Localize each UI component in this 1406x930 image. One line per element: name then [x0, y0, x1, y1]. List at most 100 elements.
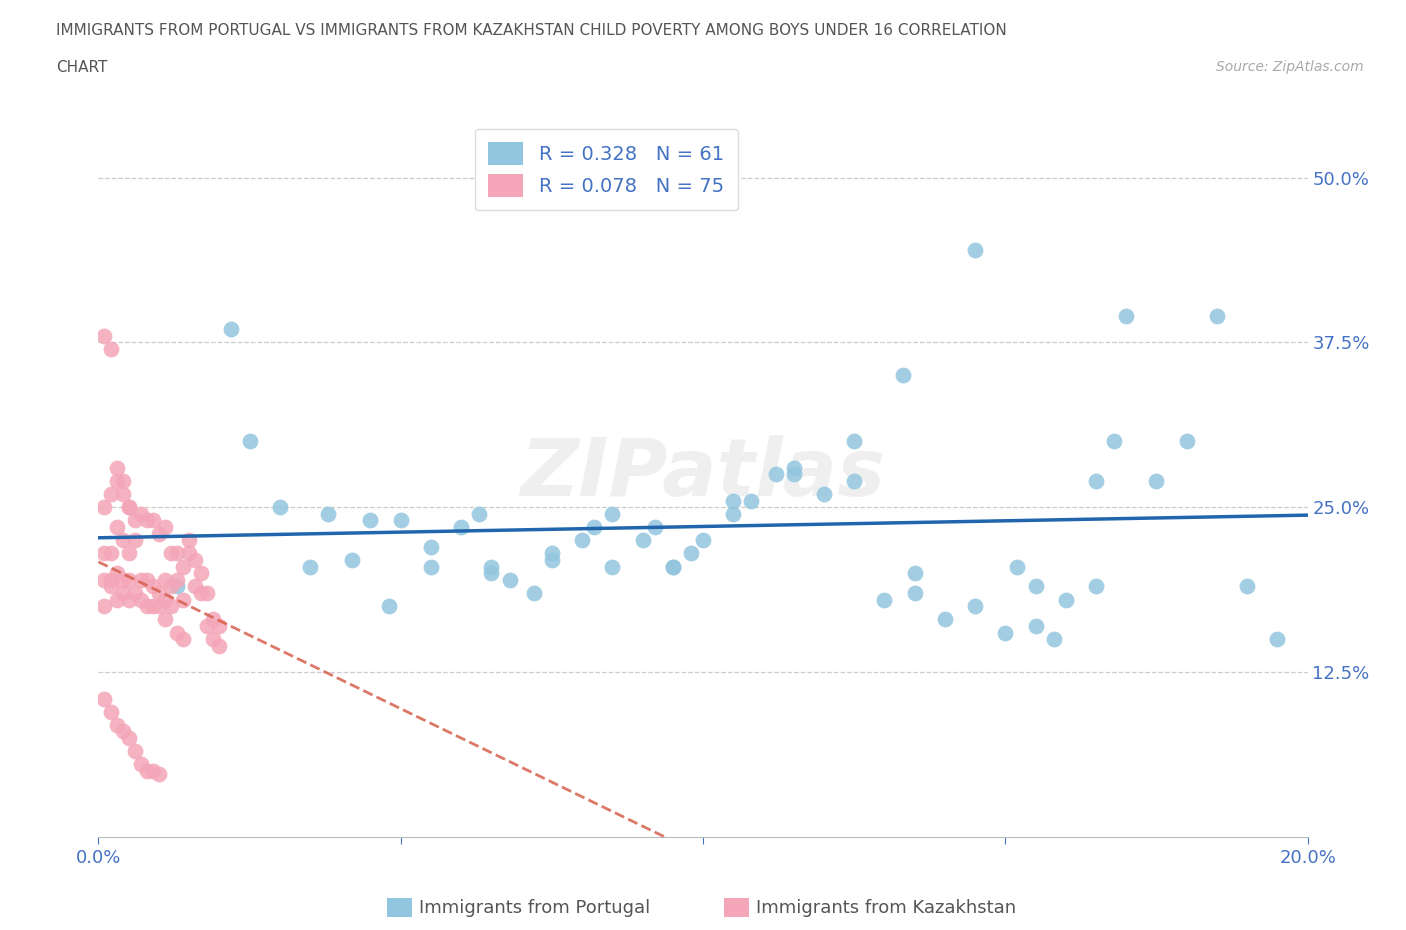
Point [93, 572, 115, 587]
Point [723, 507, 745, 522]
Point [93, 499, 115, 514]
Point [1102, 434, 1125, 449]
Point [135, 599, 157, 614]
Point [602, 507, 624, 522]
Point [105, 717, 128, 732]
Point [1085, 473, 1108, 488]
Point [105, 520, 128, 535]
Point [100, 704, 122, 719]
Point [148, 526, 170, 541]
Point [1042, 631, 1064, 646]
Point [195, 618, 218, 633]
Point [118, 731, 141, 746]
Point [148, 766, 170, 781]
Point [450, 520, 472, 535]
Point [111, 724, 134, 739]
Point [142, 513, 165, 528]
Point [316, 507, 339, 522]
Point [179, 533, 201, 548]
Point [124, 513, 146, 528]
Point [153, 520, 176, 535]
Legend: R = 0.328   N = 61, R = 0.078   N = 75: R = 0.328 N = 61, R = 0.078 N = 75 [475, 128, 738, 210]
Point [153, 612, 176, 627]
Point [179, 546, 201, 561]
Text: Immigrants from Portugal: Immigrants from Portugal [419, 898, 650, 917]
Point [160, 599, 183, 614]
Point [202, 612, 225, 627]
Point [904, 586, 927, 601]
Point [129, 757, 152, 772]
Point [153, 592, 176, 607]
Point [190, 565, 212, 580]
Point [190, 586, 212, 601]
Point [813, 486, 835, 501]
Point [105, 473, 128, 488]
Point [166, 546, 188, 561]
Point [129, 592, 152, 607]
Point [221, 322, 243, 337]
Point [105, 565, 128, 580]
Point [965, 243, 987, 258]
Point [100, 546, 122, 561]
Point [389, 513, 412, 528]
Point [1085, 579, 1108, 594]
Point [118, 546, 141, 561]
Point [1144, 473, 1167, 488]
Point [602, 559, 624, 574]
Point [172, 559, 194, 574]
Point [100, 341, 122, 356]
Point [124, 533, 146, 548]
Point [166, 579, 188, 594]
Point [142, 764, 165, 778]
Point [111, 533, 134, 548]
Point [124, 586, 146, 601]
Point [202, 631, 225, 646]
Point [184, 552, 207, 567]
Point [111, 473, 134, 488]
Point [631, 533, 654, 548]
Point [783, 467, 806, 482]
Point [269, 499, 291, 514]
Point [523, 586, 546, 601]
Point [160, 579, 183, 594]
Point [1024, 618, 1046, 633]
Point [740, 493, 762, 508]
Point [1206, 309, 1229, 324]
Point [299, 559, 322, 574]
Point [135, 513, 157, 528]
Point [135, 764, 157, 778]
Point [1236, 579, 1258, 594]
Point [692, 533, 714, 548]
Point [111, 572, 134, 587]
Point [965, 599, 987, 614]
Point [118, 499, 141, 514]
Point [1007, 559, 1029, 574]
Point [765, 467, 787, 482]
Point [1115, 309, 1137, 324]
Point [783, 460, 806, 475]
Point [420, 539, 443, 554]
Point [1024, 579, 1046, 594]
Point [498, 572, 520, 587]
Point [100, 579, 122, 594]
Point [342, 552, 364, 567]
Point [934, 612, 956, 627]
Point [135, 572, 157, 587]
Point [100, 486, 122, 501]
Point [111, 486, 134, 501]
Text: Source: ZipAtlas.com: Source: ZipAtlas.com [1216, 60, 1364, 74]
Point [1267, 631, 1289, 646]
Point [172, 592, 194, 607]
Point [481, 565, 503, 580]
Point [468, 507, 491, 522]
Point [93, 599, 115, 614]
Point [100, 572, 122, 587]
Point [142, 579, 165, 594]
Point [904, 565, 927, 580]
Point [873, 592, 896, 607]
Point [583, 520, 606, 535]
Point [129, 507, 152, 522]
Point [93, 328, 115, 343]
Point [644, 520, 666, 535]
Point [148, 586, 170, 601]
